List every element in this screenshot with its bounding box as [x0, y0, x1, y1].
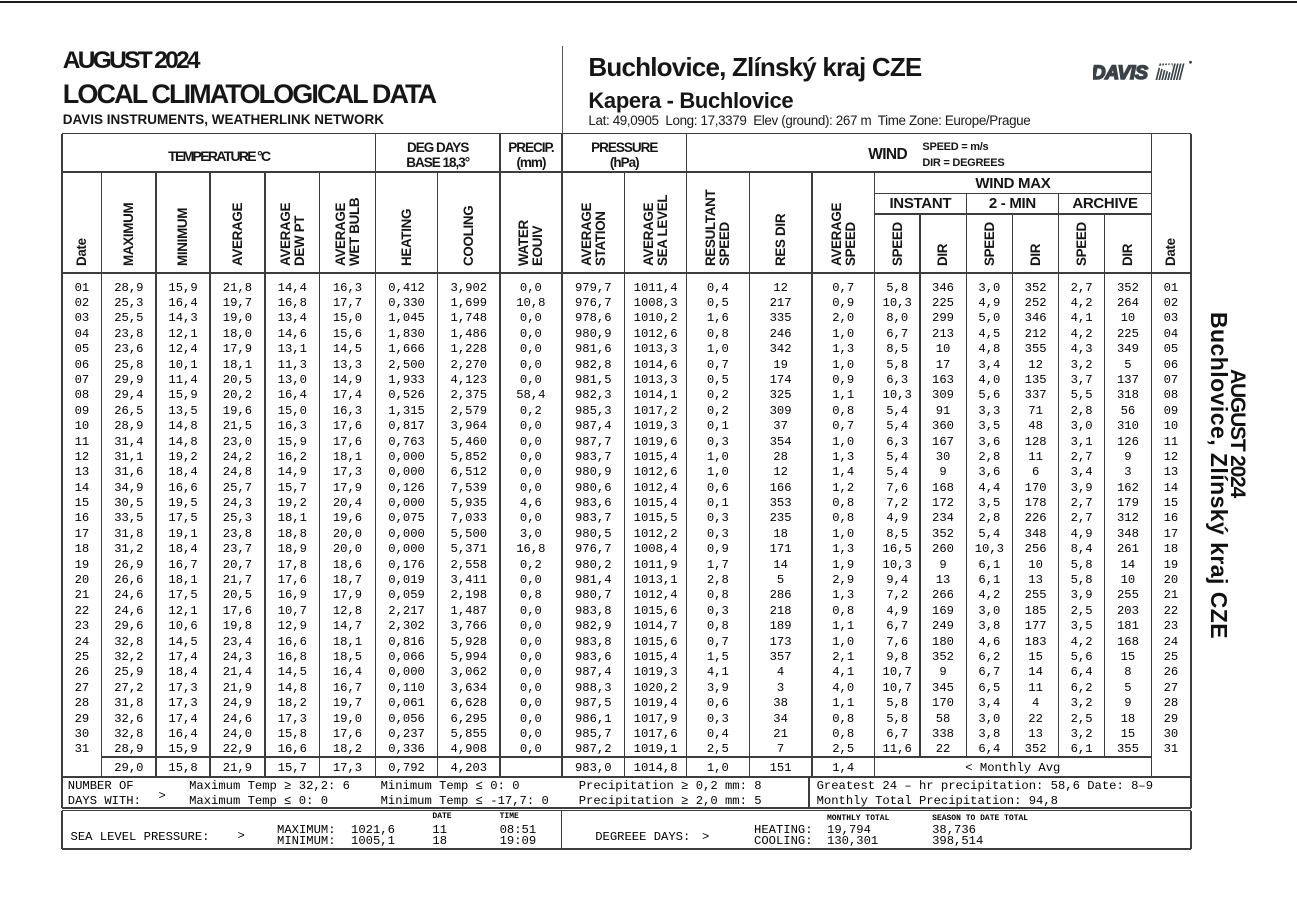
svg-text:DAVIS: DAVIS — [1093, 62, 1148, 84]
